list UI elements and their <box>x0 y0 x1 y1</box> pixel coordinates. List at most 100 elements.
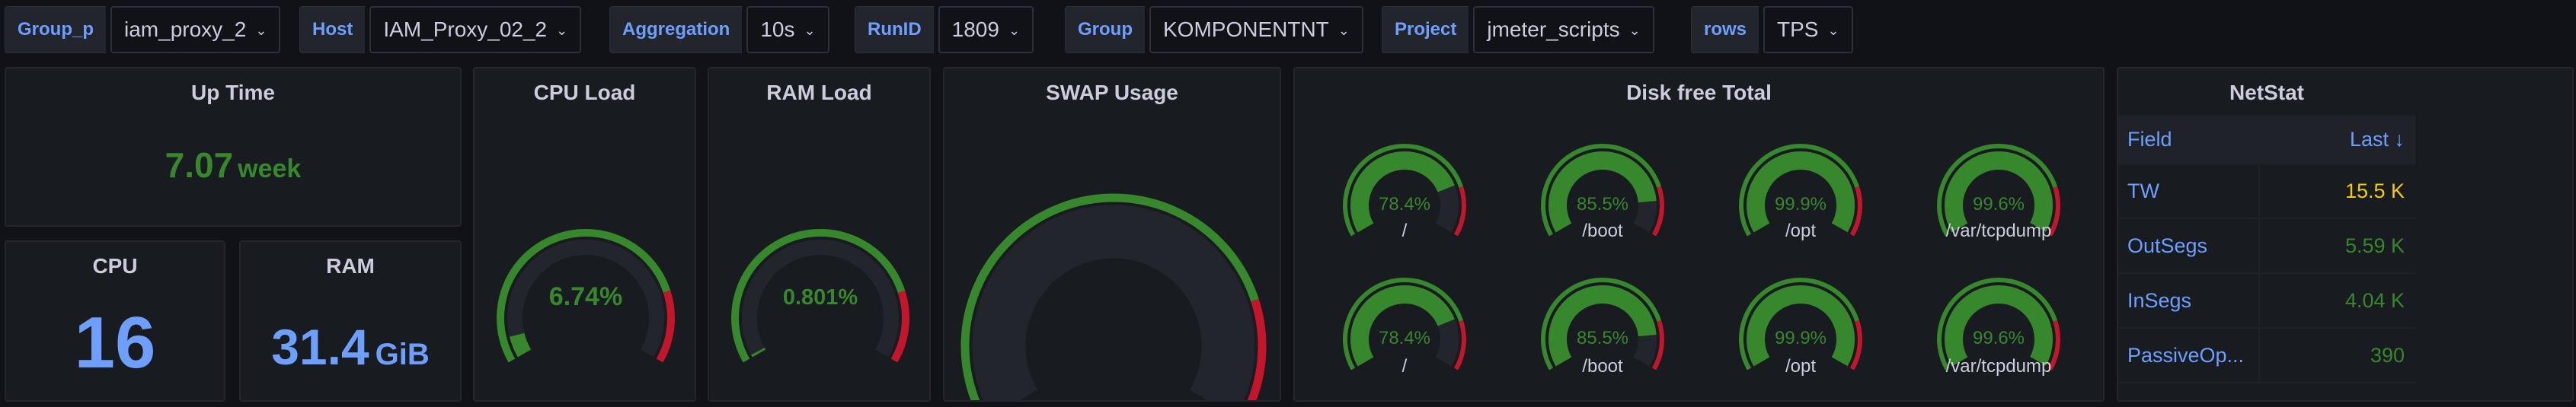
variable-label: Aggregation <box>609 6 743 53</box>
panel-ram-load[interactable]: RAM Load 0.801% <box>708 67 931 402</box>
chevron-down-icon: ⌄ <box>1338 22 1350 38</box>
panel-title: RAM <box>326 254 375 278</box>
panel-title: CPU Load <box>533 81 636 104</box>
panel-swap-usage[interactable]: SWAP Usage <box>943 67 1281 402</box>
swap-gauge <box>960 193 1267 400</box>
disk-gauge <box>1343 144 1466 237</box>
gauge-threshold-ok <box>1541 278 1662 370</box>
variable-dropdown[interactable]: IAM_Proxy_02_2 ⌄ <box>369 6 582 53</box>
panel-title: Disk free Total <box>1626 81 1772 104</box>
gauge-value-arc <box>1747 285 1855 367</box>
variable-label: rows <box>1691 6 1759 53</box>
variable-dropdown[interactable]: 10s ⌄ <box>746 6 829 53</box>
table-cell-field: PassiveOp... <box>2118 329 2260 382</box>
gauge-threshold-critical <box>1849 186 1862 237</box>
stat-unit: week <box>238 154 302 183</box>
table-row: InSegs 4.04 K <box>2118 274 2415 329</box>
table-cell-field: OutSegs <box>2118 219 2260 272</box>
disk-mount-label: /opt <box>1785 221 1817 241</box>
variable-host: Host IAM_Proxy_02_2 ⌄ <box>299 6 582 53</box>
panel-cpu-load[interactable]: CPU Load 6.74% <box>473 67 696 402</box>
chevron-down-icon: ⌄ <box>804 22 816 38</box>
gauge-value-arc <box>1350 151 1455 233</box>
variable-value: jmeter_scripts <box>1487 17 1620 41</box>
column-header-field[interactable]: Field <box>2118 116 2260 163</box>
gauge-threshold-critical <box>2047 186 2060 237</box>
panel-netstat[interactable]: NetStat Field Last ↓ TW 15.5 K OutSegs 5… <box>2117 67 2574 402</box>
table-row: OutSegs 5.59 K <box>2118 219 2415 274</box>
variable-label: Host <box>299 6 366 53</box>
gauge-threshold-critical <box>2047 320 2060 370</box>
chevron-down-icon: ⌄ <box>1628 22 1641 38</box>
variable-value: KOMPONENTNT <box>1163 17 1329 41</box>
panel-title: RAM Load <box>766 81 872 104</box>
gauge-threshold-critical <box>1651 186 1664 237</box>
ram-load-gauge-svg: 0.801% <box>731 229 909 363</box>
chevron-down-icon: ⌄ <box>1827 22 1839 38</box>
gauge-value-text: 99.9% <box>1775 328 1827 348</box>
panel-title: SWAP Usage <box>1046 81 1178 104</box>
table-cell-last: 4.04 K <box>2344 288 2405 312</box>
variable-dropdown[interactable]: KOMPONENTNT ⌄ <box>1149 6 1363 53</box>
variable-label: Project <box>1382 6 1469 53</box>
gauge-value-arc <box>751 348 766 358</box>
gauge-value-arc <box>1945 285 2053 367</box>
gauge-threshold-ok <box>960 193 1259 400</box>
cpu-load-gauge <box>497 229 675 363</box>
variable-rows: rows TPS ⌄ <box>1691 6 1853 53</box>
variable-group: Group KOMPONENTNT ⌄ <box>1065 6 1363 53</box>
disk-mount-label: /var/tcpdump <box>1945 356 2052 377</box>
variables-bar: Group_p iam_proxy_2 ⌄ Host IAM_Proxy_02_2… <box>0 0 2576 61</box>
gauge-value-arc <box>1350 285 1455 367</box>
gauge-track <box>742 240 899 358</box>
gauge-threshold-ok <box>1739 278 1860 370</box>
variable-group-p: Group_p iam_proxy_2 ⌄ <box>5 6 281 53</box>
disk-gauge <box>1937 144 2060 237</box>
gauge-value-arc <box>509 332 532 358</box>
chevron-down-icon: ⌄ <box>1008 22 1021 38</box>
gauge-value-text: 85.5% <box>1577 328 1628 348</box>
table-cell-last: 5.59 K <box>2344 234 2405 257</box>
gauge-value-text: 0.801% <box>783 285 858 310</box>
disk-mount-label: / <box>1401 221 1408 241</box>
stat-number: 16 <box>74 302 156 383</box>
stat-number: 7.07 <box>165 145 234 185</box>
stat-unit: GiB <box>375 338 430 371</box>
chevron-down-icon: ⌄ <box>556 22 568 38</box>
variable-dropdown[interactable]: TPS ⌄ <box>1763 6 1853 53</box>
panel-disk-free-total[interactable]: Disk free Total 78.4% 85.5% 99.9% 99.6% … <box>1293 67 2105 402</box>
gauge-threshold-ok <box>497 229 671 363</box>
disk-gauges-svg: 78.4% 85.5% 99.9% 99.6% 78.4% 85.5% 99.9… <box>1343 144 2060 370</box>
variable-value: IAM_Proxy_02_2 <box>383 17 548 41</box>
gauge-threshold-critical <box>1849 320 1862 370</box>
column-header-last[interactable]: Last ↓ <box>2349 127 2405 151</box>
ram-load-gauge <box>731 229 909 363</box>
gauge-value-arc <box>1548 285 1657 367</box>
gauge-threshold-ok <box>1739 144 1860 237</box>
panel-uptime[interactable]: Up Time 7.07 week <box>5 67 462 227</box>
panel-ram[interactable]: RAM 31.4 GiB <box>239 240 462 402</box>
variable-dropdown[interactable]: 1809 ⌄ <box>938 6 1034 53</box>
gauge-threshold-critical <box>1247 299 1267 400</box>
gauge-threshold-ok <box>1343 278 1464 370</box>
panel-title: NetStat <box>2229 81 2304 104</box>
gauge-value-text: 85.5% <box>1577 194 1628 215</box>
gauge-track <box>507 240 664 358</box>
disk-gauge <box>1343 278 1466 370</box>
uptime-value: 7.07 week <box>6 145 460 186</box>
gauge-threshold-critical <box>1453 320 1466 370</box>
variable-dropdown[interactable]: iam_proxy_2 ⌄ <box>110 6 281 53</box>
variable-dropdown[interactable]: jmeter_scripts ⌄ <box>1473 6 1654 53</box>
gauge-value-text: 78.4% <box>1379 328 1430 348</box>
gauge-threshold-ok <box>1937 278 2058 370</box>
table-cell-last: 15.5 K <box>2344 179 2405 202</box>
disk-gauge <box>1541 144 1664 237</box>
variable-label: RunID <box>855 6 934 53</box>
ram-value: 31.4 GiB <box>241 318 460 376</box>
cpu-load-gauge-svg: 6.74% <box>497 229 675 363</box>
variable-value: iam_proxy_2 <box>124 17 247 41</box>
panel-cpu[interactable]: CPU 16 <box>5 240 225 402</box>
panel-title: CPU <box>92 254 138 278</box>
stat-number: 31.4 <box>271 319 369 375</box>
disk-gauge <box>1739 278 1862 370</box>
